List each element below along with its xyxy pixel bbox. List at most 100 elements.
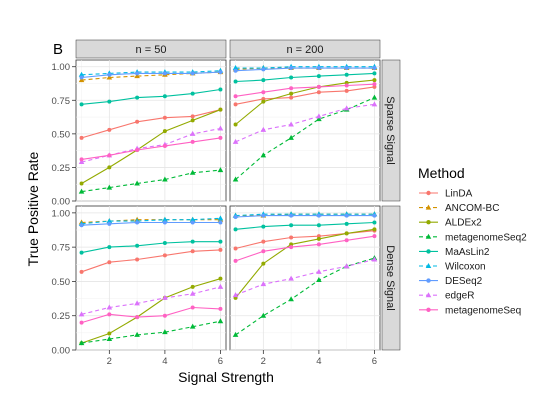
- legend-key-marker: [425, 204, 432, 210]
- data-point: [371, 101, 378, 107]
- legend-key-marker: [426, 220, 431, 225]
- data-point: [233, 258, 238, 263]
- series-line: [81, 70, 221, 76]
- data-point: [288, 134, 294, 140]
- data-point: [107, 331, 112, 336]
- legend-key-marker: [425, 263, 432, 268]
- series-line: [81, 249, 221, 273]
- series-line: [235, 72, 375, 83]
- data-point: [372, 71, 377, 76]
- data-point: [344, 88, 349, 93]
- data-point: [134, 300, 140, 306]
- data-point: [135, 315, 140, 320]
- data-point: [79, 102, 84, 107]
- facet-strip-row-label: Sparse Signal: [384, 96, 396, 165]
- series-line: [81, 109, 221, 184]
- y-tick-label: 0.75: [52, 96, 71, 107]
- y-axis-label: True Positive Rate: [25, 151, 41, 266]
- series-line: [235, 97, 375, 180]
- data-point: [289, 75, 294, 80]
- data-point: [344, 72, 349, 77]
- series-line: [235, 66, 375, 69]
- y-tick-label: 0.50: [52, 277, 71, 288]
- data-point: [78, 311, 85, 317]
- series-line: [81, 221, 221, 226]
- legend-label: metagenomeSeq: [445, 305, 521, 316]
- legend-label: DESeq2: [445, 276, 483, 287]
- data-point: [162, 329, 168, 335]
- data-point: [106, 184, 113, 190]
- data-point: [232, 331, 239, 337]
- data-point: [289, 213, 294, 218]
- data-point: [261, 224, 266, 229]
- data-point: [135, 147, 140, 152]
- legend-entry: Wilcoxon: [419, 262, 486, 273]
- facet-strip-row: [381, 59, 401, 202]
- data-point: [217, 167, 224, 173]
- series-line: [235, 79, 375, 125]
- legend-entry: ANCOM-BC: [419, 203, 499, 214]
- y-tick-label: 0.25: [52, 163, 71, 174]
- data-point: [190, 284, 195, 289]
- data-point: [190, 220, 195, 225]
- data-point: [162, 71, 167, 76]
- data-point: [261, 99, 266, 104]
- legend-entry: metagenomeSeq: [419, 305, 521, 316]
- series-line: [81, 88, 221, 105]
- series-line: [235, 221, 375, 230]
- data-point: [135, 243, 140, 248]
- y-tick-label: 1.00: [52, 62, 71, 73]
- y-tick-label: 0.50: [52, 129, 71, 140]
- panel-background: [75, 59, 227, 202]
- data-point: [217, 125, 224, 131]
- data-point: [189, 169, 196, 175]
- data-point: [189, 290, 196, 296]
- data-point: [261, 249, 266, 254]
- data-point: [344, 231, 349, 236]
- series-line: [81, 109, 221, 139]
- data-point: [218, 220, 223, 225]
- data-point: [372, 78, 377, 83]
- data-point: [217, 215, 224, 221]
- x-tick-label: 4: [316, 356, 321, 367]
- data-point: [289, 245, 294, 250]
- series-line: [235, 235, 375, 262]
- data-point: [344, 66, 349, 71]
- data-point: [261, 67, 266, 72]
- data-point: [232, 176, 239, 182]
- data-point: [261, 213, 266, 218]
- data-point: [371, 94, 378, 100]
- data-point: [316, 116, 322, 122]
- data-point: [232, 138, 239, 144]
- legend-label: edgeR: [445, 291, 474, 302]
- data-point: [78, 71, 85, 77]
- data-point: [162, 129, 167, 134]
- data-point: [217, 283, 224, 289]
- x-tick-label: 2: [261, 356, 266, 367]
- series-line: [81, 241, 221, 254]
- x-tick-label: 2: [107, 356, 112, 367]
- data-point: [190, 91, 195, 96]
- data-point: [261, 78, 266, 83]
- legend-entry: DESeq2: [419, 276, 483, 287]
- series-line: [81, 286, 221, 315]
- data-point: [79, 75, 84, 80]
- data-point: [106, 218, 113, 224]
- series-line: [235, 83, 375, 97]
- x-tick-label: 6: [218, 356, 223, 367]
- data-point: [190, 71, 195, 76]
- facet-panel: [75, 59, 227, 202]
- data-point: [372, 234, 377, 239]
- data-point: [233, 94, 238, 99]
- data-point: [162, 115, 167, 120]
- data-point: [344, 213, 349, 218]
- series-line: [235, 215, 375, 218]
- data-point: [79, 250, 84, 255]
- legend-key-marker: [426, 307, 431, 312]
- data-point: [260, 281, 267, 287]
- legend-key-marker: [425, 233, 432, 239]
- data-point: [288, 275, 294, 281]
- data-point: [316, 113, 322, 119]
- data-point: [190, 305, 195, 310]
